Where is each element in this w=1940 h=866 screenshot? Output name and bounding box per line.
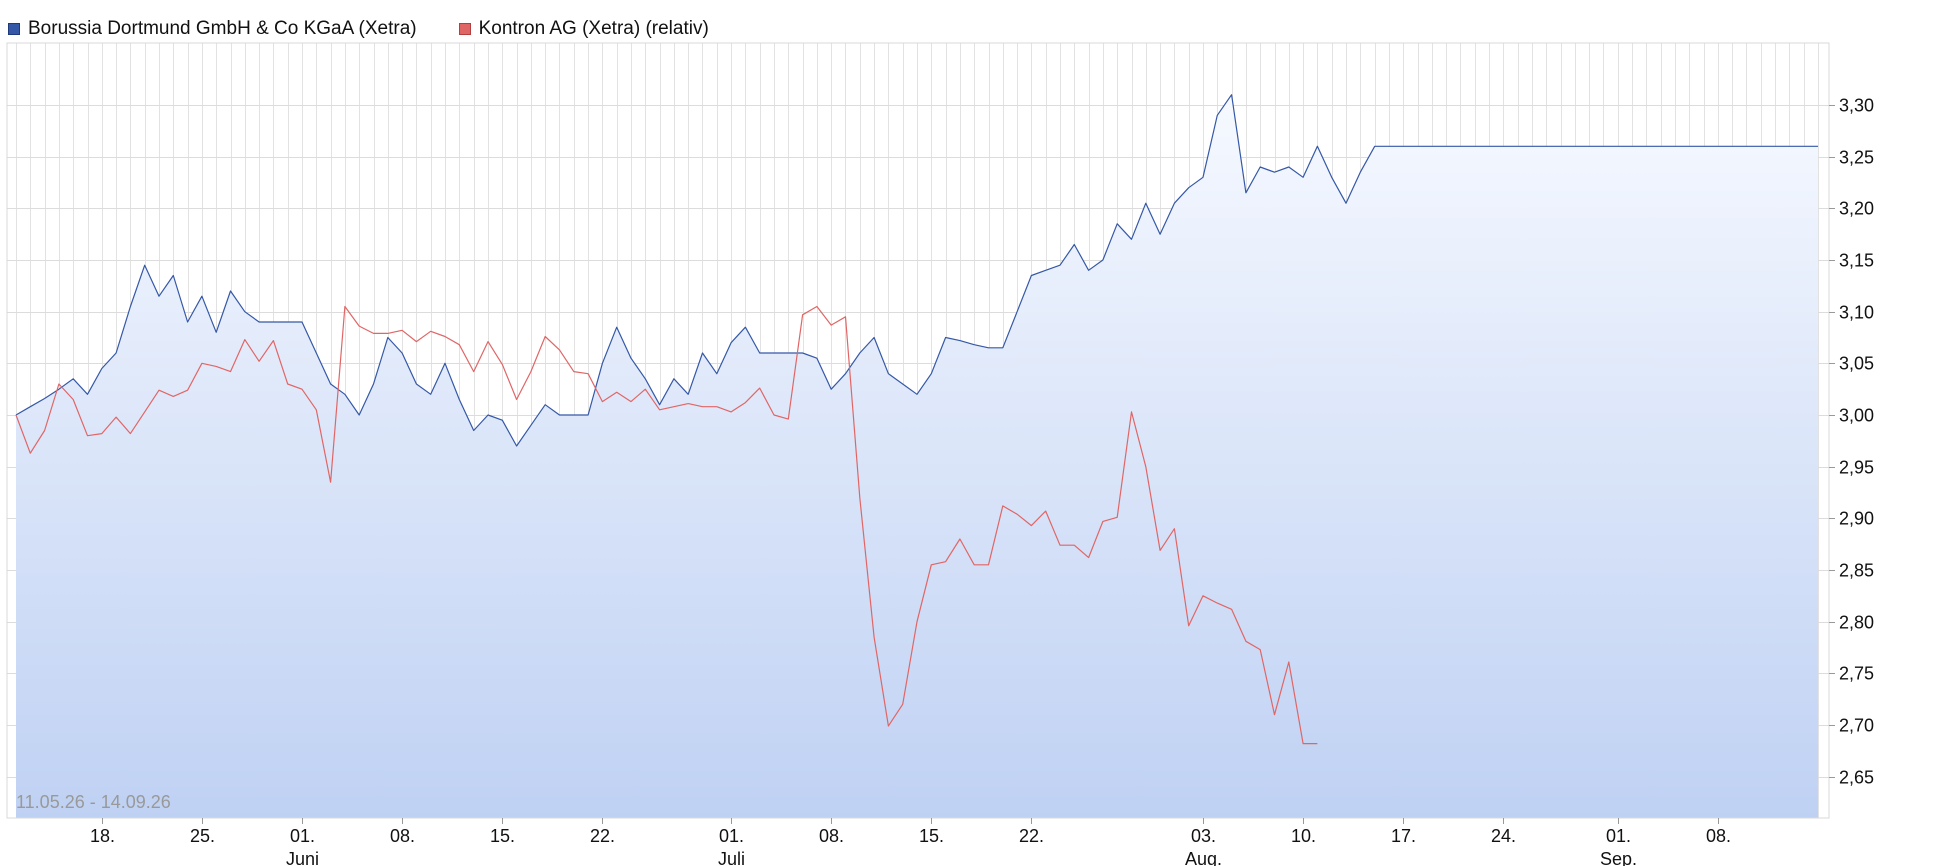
x-tick-label: 08. [1706,826,1731,846]
y-tick-label: 2,85 [1839,561,1874,581]
y-tick-label: 3,20 [1839,199,1874,219]
y-tick-label: 2,70 [1839,716,1874,736]
legend-swatch-kontron [458,23,471,35]
y-tick-label: 2,90 [1839,509,1874,529]
x-month-label: Sep. [1600,849,1637,866]
y-tick-label: 3,15 [1839,251,1874,271]
series-line-1 [15,305,1318,745]
y-tick-label: 2,80 [1839,613,1874,633]
y-tick-label: 3,10 [1839,303,1874,323]
x-month-label: Juli [718,849,745,866]
x-tick-label: 08. [819,826,844,846]
x-tick-label: 01. [719,826,744,846]
x-month-label: Juni [286,849,319,866]
legend-item-kontron: Kontron AG (Xetra) (relativ) [458,18,709,40]
plot-frame [6,42,1830,819]
x-tick-label: 15. [490,826,515,846]
x-tick-label: 10. [1291,826,1316,846]
x-axis: 18. 25. 01. Juni 08. 15. 22. 01. Juli 08. 15. 22. 03… [90,818,1731,866]
x-tick-label: 22. [590,826,615,846]
y-tick-label: 2,95 [1839,458,1874,478]
y-tick-label: 3,30 [1839,96,1874,116]
x-tick-label: 01. [1606,826,1631,846]
y-tick-label: 2,75 [1839,664,1874,684]
x-tick-label: 15. [919,826,944,846]
x-tick-label: 18. [90,826,115,846]
chart-legend: Borussia Dortmund GmbH & Co KGaA (Xetra)… [8,17,751,41]
x-tick-label: 01. [290,826,315,846]
series-line-0 [15,94,1818,447]
date-range-label: 11.05.26 - 14.09.26 [16,792,171,812]
y-tick-label: 3,25 [1839,148,1874,168]
x-tick-label: 03. [1191,826,1216,846]
x-tick-label: 25. [190,826,215,846]
legend-label-kontron: Kontron AG (Xetra) (relativ) [478,18,709,39]
x-tick-label: 22. [1019,826,1044,846]
x-tick-label: 24. [1491,826,1516,846]
legend-label-bvb: Borussia Dortmund GmbH & Co KGaA (Xetra) [28,18,417,39]
y-tick-label: 2,65 [1839,768,1874,788]
y-tick-label: 3,00 [1839,406,1874,426]
legend-swatch-bvb [8,23,20,35]
y-axis: 3,30 3,25 3,20 3,15 3,10 3,05 3,00 2,95 2,90 2,85… [1829,96,1874,788]
series-area-0 [16,94,1818,818]
x-tick-label: 08. [390,826,415,846]
legend-item-bvb: Borussia Dortmund GmbH & Co KGaA (Xetra) [8,18,417,40]
x-tick-label: 17. [1391,826,1416,846]
series-layer [15,94,1818,818]
y-tick-label: 3,05 [1839,354,1874,374]
x-month-label: Aug. [1185,849,1222,866]
